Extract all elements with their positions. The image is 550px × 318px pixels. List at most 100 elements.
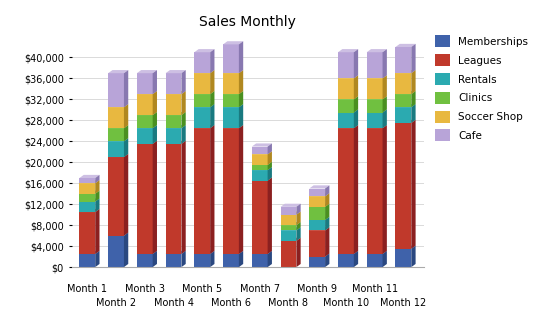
Bar	[338, 254, 354, 267]
Bar	[223, 94, 239, 107]
Polygon shape	[383, 109, 387, 128]
Text: Month 5: Month 5	[182, 284, 222, 294]
Polygon shape	[411, 70, 416, 94]
Title: Sales Monthly: Sales Monthly	[199, 15, 296, 29]
Text: Month 11: Month 11	[351, 284, 398, 294]
Polygon shape	[280, 238, 301, 241]
Bar	[367, 52, 383, 79]
Polygon shape	[395, 104, 416, 107]
Polygon shape	[108, 138, 128, 141]
Legend: Memberships, Leagues, Rentals, Clinics, Soccer Shop, Cafe: Memberships, Leagues, Rentals, Clinics, …	[432, 32, 531, 145]
Polygon shape	[137, 91, 157, 94]
Bar	[137, 144, 153, 254]
Bar	[137, 73, 153, 94]
Polygon shape	[338, 109, 358, 113]
Polygon shape	[296, 222, 301, 231]
Polygon shape	[79, 209, 100, 212]
Polygon shape	[280, 204, 301, 207]
Bar	[166, 73, 182, 94]
Polygon shape	[296, 238, 301, 267]
Bar	[108, 73, 124, 107]
Polygon shape	[395, 120, 416, 123]
Bar	[309, 207, 325, 220]
Bar	[309, 197, 325, 207]
Polygon shape	[367, 125, 387, 128]
Polygon shape	[395, 91, 416, 94]
Bar	[137, 94, 153, 115]
Bar	[108, 128, 124, 141]
Bar	[79, 178, 95, 183]
Bar	[367, 113, 383, 128]
Polygon shape	[325, 227, 329, 257]
Polygon shape	[239, 125, 243, 254]
Polygon shape	[153, 70, 157, 94]
Bar	[108, 141, 124, 157]
Text: Month 2: Month 2	[96, 298, 136, 308]
Polygon shape	[252, 151, 272, 155]
Polygon shape	[354, 75, 358, 100]
Polygon shape	[309, 185, 329, 189]
Polygon shape	[95, 251, 100, 267]
Polygon shape	[182, 251, 186, 267]
Polygon shape	[268, 167, 272, 181]
Polygon shape	[182, 141, 186, 254]
Polygon shape	[153, 141, 157, 254]
Polygon shape	[411, 44, 416, 73]
Polygon shape	[296, 227, 301, 241]
Text: Month 9: Month 9	[297, 284, 337, 294]
Polygon shape	[411, 245, 416, 267]
Bar	[137, 115, 153, 128]
Polygon shape	[79, 180, 100, 183]
Polygon shape	[153, 112, 157, 128]
Polygon shape	[325, 253, 329, 267]
Polygon shape	[182, 70, 186, 94]
Bar	[309, 220, 325, 231]
Polygon shape	[223, 125, 243, 128]
Text: Month 6: Month 6	[211, 298, 251, 308]
Polygon shape	[95, 209, 100, 254]
Bar	[166, 128, 182, 144]
Polygon shape	[296, 211, 301, 225]
Polygon shape	[338, 125, 358, 128]
Polygon shape	[367, 251, 387, 254]
Bar	[223, 128, 239, 254]
Polygon shape	[108, 70, 128, 73]
Polygon shape	[153, 91, 157, 115]
Polygon shape	[239, 91, 243, 107]
Polygon shape	[166, 251, 186, 254]
Polygon shape	[354, 49, 358, 79]
Polygon shape	[108, 104, 128, 107]
Bar	[108, 107, 124, 128]
Polygon shape	[383, 96, 387, 113]
Polygon shape	[367, 75, 387, 79]
Polygon shape	[395, 70, 416, 73]
Bar	[79, 183, 95, 194]
Bar	[194, 73, 210, 94]
Text: Month 1: Month 1	[67, 284, 107, 294]
Bar	[395, 73, 411, 94]
Polygon shape	[309, 217, 329, 220]
Polygon shape	[210, 49, 214, 73]
Bar	[367, 100, 383, 113]
Polygon shape	[166, 91, 186, 94]
Polygon shape	[338, 49, 358, 52]
Polygon shape	[79, 190, 100, 194]
Polygon shape	[166, 125, 186, 128]
Polygon shape	[268, 251, 272, 267]
Polygon shape	[325, 204, 329, 220]
Polygon shape	[223, 70, 243, 73]
Text: Month 12: Month 12	[380, 298, 426, 308]
Bar	[137, 128, 153, 144]
Polygon shape	[137, 141, 157, 144]
Bar	[338, 100, 354, 113]
Bar	[395, 107, 411, 123]
Polygon shape	[182, 112, 186, 128]
Polygon shape	[137, 112, 157, 115]
Polygon shape	[153, 125, 157, 144]
Polygon shape	[124, 70, 128, 107]
Polygon shape	[338, 75, 358, 79]
Polygon shape	[252, 167, 272, 170]
Bar	[252, 147, 268, 155]
Text: Month 4: Month 4	[153, 298, 194, 308]
Polygon shape	[268, 151, 272, 165]
